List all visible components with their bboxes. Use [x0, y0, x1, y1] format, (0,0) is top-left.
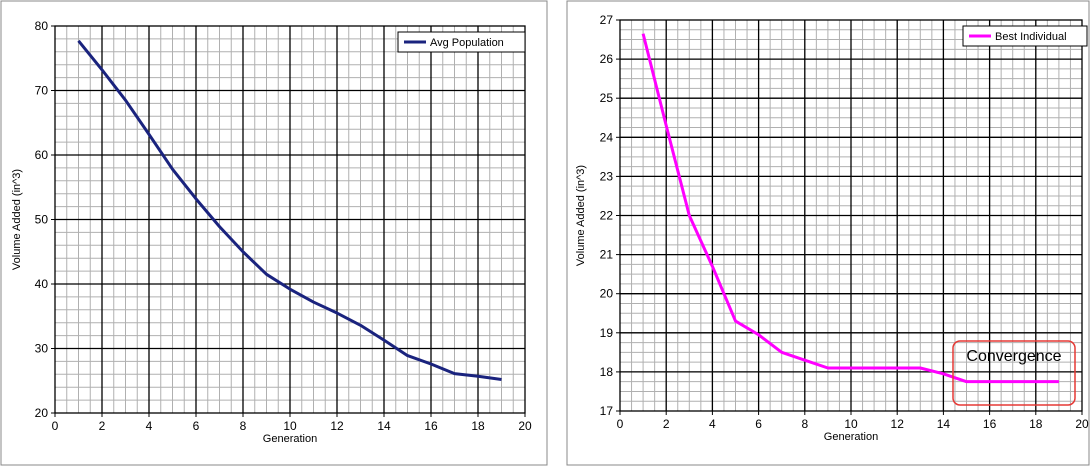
y-tick-label: 20	[600, 287, 614, 301]
avg-population-chart-svg: 0 2 4 6 8 10 12 14 16 18 20 20 30 40 50 60 70 80 Generatio…	[0, 0, 548, 466]
y-axis-label: Volume Added (in^3)	[575, 165, 587, 266]
x-tick-label: 2	[99, 419, 106, 433]
best-individual-chart: 0 2 4 6 8 10 12 14 16 18 20 17 18 19 20 21 22 23 24 25 26 27 G…	[566, 0, 1090, 466]
x-tick-label: 6	[755, 417, 762, 431]
grid-lines	[55, 26, 525, 413]
y-tick-label: 40	[35, 277, 49, 291]
x-tick-label: 10	[844, 417, 858, 431]
avg-population-chart: 0 2 4 6 8 10 12 14 16 18 20 20 30 40 50 60 70 80 Generatio…	[0, 0, 548, 466]
y-axis-label: Volume Added (in^3)	[11, 169, 23, 270]
x-tick-label: 8	[801, 417, 808, 431]
y-tick-label: 19	[600, 326, 614, 340]
y-tick-label: 20	[35, 406, 49, 420]
x-tick-label: 4	[146, 419, 153, 433]
x-tick-label: 12	[891, 417, 905, 431]
x-tick-label: 4	[709, 417, 716, 431]
y-tick-label: 18	[600, 365, 614, 379]
legend: Best Individual	[962, 25, 1088, 47]
legend-box	[397, 31, 526, 53]
y-tick-label: 30	[35, 342, 49, 356]
y-tick-label: 21	[600, 248, 614, 262]
y-tick-label: 60	[35, 148, 49, 162]
convergence-annotation-box	[952, 340, 1076, 406]
y-tick-label: 70	[35, 84, 49, 98]
x-tick-label: 12	[330, 419, 344, 433]
y-tick-label: 17	[600, 404, 614, 418]
x-tick-label: 6	[193, 419, 200, 433]
x-axis-label: Generation	[263, 433, 317, 445]
legend-box	[962, 25, 1088, 47]
y-tick-label: 26	[600, 52, 614, 66]
x-tick-label: 14	[377, 419, 391, 433]
legend: Avg Population	[397, 31, 526, 53]
convergence-annotation-label: Convergence	[966, 348, 1061, 365]
x-tick-label: 14	[937, 417, 951, 431]
x-tick-label: 8	[240, 419, 247, 433]
x-tick-label: 16	[983, 417, 997, 431]
y-tick-label: 27	[600, 13, 614, 27]
y-tick-label: 50	[35, 213, 49, 227]
x-tick-label: 0	[617, 417, 624, 431]
legend-label: Best Individual	[995, 31, 1067, 43]
series-line	[77, 39, 502, 381]
x-tick-label: 20	[1075, 417, 1089, 431]
series-line	[641, 33, 1059, 384]
x-tick-label: 18	[1029, 417, 1043, 431]
x-tick-label: 20	[518, 419, 532, 433]
x-tick-label: 2	[663, 417, 670, 431]
x-tick-label: 0	[52, 419, 59, 433]
x-tick-label: 16	[424, 419, 438, 433]
y-tick-label: 25	[600, 91, 614, 105]
x-tick-label: 18	[471, 419, 485, 433]
x-tick-label: 10	[283, 419, 297, 433]
y-tick-label: 24	[600, 130, 614, 144]
best-individual-chart-svg: 0 2 4 6 8 10 12 14 16 18 201718192021222324252627G…	[566, 0, 1090, 466]
chart-frame	[0, 0, 548, 466]
y-tick-label: 80	[35, 19, 49, 33]
x-axis-label: Generation	[824, 431, 878, 443]
legend-label: Avg Population	[430, 37, 504, 49]
y-tick-label: 23	[600, 169, 614, 183]
y-tick-label: 22	[600, 209, 614, 223]
